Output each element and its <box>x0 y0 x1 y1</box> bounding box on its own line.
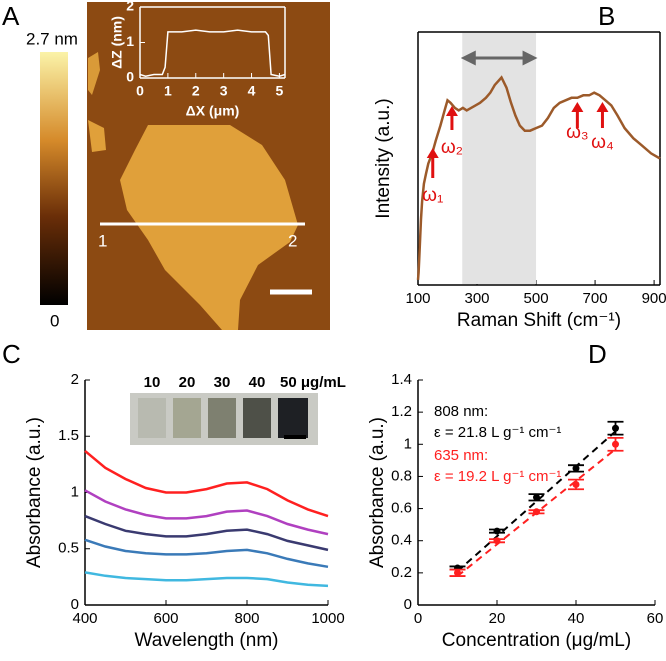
x-axis-label: ΔX (μm) <box>186 103 240 119</box>
x-tick-label: 0 <box>136 83 144 99</box>
annotation: 808 nm: <box>434 403 488 420</box>
colorbar-min: 0 <box>50 311 59 330</box>
highlight-band <box>462 33 537 284</box>
line-start-label: 1 <box>98 231 107 250</box>
x-tick-label: 1000 <box>311 610 344 627</box>
point <box>493 527 501 535</box>
x-tick-label: 100 <box>405 290 430 307</box>
flake <box>120 125 298 330</box>
data-line <box>84 449 329 518</box>
y-tick-label: 0 <box>126 69 134 85</box>
x-tick-label: 500 <box>524 290 549 307</box>
y-tick-label: 2 <box>126 0 134 14</box>
annotation-arrowhead <box>426 148 439 158</box>
data-line <box>139 29 286 77</box>
annotation: ε = 19.2 L g⁻¹ cm⁻¹ <box>434 468 561 485</box>
x-tick-label: 3 <box>220 83 228 99</box>
y-tick-label: 0.8 <box>391 467 412 484</box>
x-tick-label: 600 <box>153 610 178 627</box>
y-tick-label: 0.2 <box>391 564 412 581</box>
panel-letter: B <box>598 1 615 31</box>
annotation: ω₃ <box>566 122 589 143</box>
point <box>612 440 619 448</box>
y-tick-label: 0 <box>404 596 412 613</box>
annotation: 635 nm: <box>434 447 488 464</box>
data-line <box>84 571 329 588</box>
panel-letter: A <box>2 1 20 31</box>
y-tick-label: 1.5 <box>58 427 79 444</box>
y-tick-label: 2 <box>71 371 79 388</box>
y-axis-label: Intensity (a.u.) <box>373 98 394 218</box>
vial <box>243 398 271 438</box>
annotation: ε = 21.8 L g⁻¹ cm⁻¹ <box>434 424 561 441</box>
point <box>533 508 540 516</box>
y-axis-label: ΔZ (nm) <box>109 16 125 69</box>
inset-label: 20 <box>179 374 196 391</box>
colorbar <box>40 52 68 305</box>
annotation-arrowhead <box>571 102 584 112</box>
y-tick-label: 0.4 <box>391 532 412 549</box>
y-tick-label: 1 <box>71 483 79 500</box>
annotation: ω₄ <box>591 132 614 153</box>
x-tick-label: 60 <box>647 610 664 627</box>
panel-letter: C <box>2 339 21 369</box>
inset-label: 30 <box>214 374 231 391</box>
vial <box>138 398 166 438</box>
x-tick-label: 20 <box>489 610 506 627</box>
x-axis-label: Wavelength (nm) <box>135 630 279 651</box>
vial <box>208 398 236 438</box>
y-tick-label: 0.5 <box>58 540 79 557</box>
x-tick-label: 40 <box>568 610 585 627</box>
point <box>572 464 580 472</box>
flake <box>88 52 100 95</box>
point <box>572 480 580 488</box>
inset-label: 50 μg/mL <box>280 374 346 391</box>
line-end-label: 2 <box>288 231 297 250</box>
y-axis-label: Absorbance (a.u.) <box>367 417 388 568</box>
point <box>612 424 619 432</box>
y-tick-label: 0 <box>71 596 79 613</box>
point <box>493 537 501 545</box>
x-tick-label: 0 <box>414 610 422 627</box>
data-line <box>84 489 329 536</box>
inset-label: 10 <box>144 374 161 391</box>
x-tick-label: 800 <box>234 610 259 627</box>
data-line <box>84 514 329 552</box>
x-tick-label: 5 <box>276 83 284 99</box>
x-tick-label: 700 <box>583 290 608 307</box>
point <box>454 569 461 577</box>
x-tick-label: 900 <box>642 290 666 307</box>
colorbar-max: 2.7 nm <box>26 29 78 48</box>
x-tick-label: 300 <box>465 290 490 307</box>
y-tick-label: 1.4 <box>391 371 412 388</box>
y-tick-label: 1 <box>404 435 412 452</box>
y-tick-label: 0.6 <box>391 500 412 517</box>
annotation: ω₁ <box>422 185 443 206</box>
y-tick-label: 1 <box>126 33 134 49</box>
panel-letter: D <box>588 339 607 369</box>
x-axis-label: Concentration (μg/mL) <box>442 630 631 651</box>
x-axis-label: Raman Shift (cm⁻¹) <box>457 310 621 331</box>
annotation-arrowhead <box>445 106 458 116</box>
inset-label: 40 <box>249 374 266 391</box>
annotation: ω₂ <box>441 137 463 158</box>
data-line <box>416 75 661 280</box>
y-tick-label: 1.2 <box>391 403 412 420</box>
vial <box>278 398 308 438</box>
point <box>533 493 540 501</box>
x-tick-label: 400 <box>72 610 97 627</box>
x-tick-label: 2 <box>192 83 200 99</box>
x-tick-label: 1 <box>164 83 172 99</box>
data-line <box>84 538 329 569</box>
flake <box>88 120 106 152</box>
x-tick-label: 4 <box>248 83 256 99</box>
vial <box>173 398 201 438</box>
annotation-arrowhead <box>596 102 609 112</box>
y-axis-label: Absorbance (a.u.) <box>24 417 45 568</box>
